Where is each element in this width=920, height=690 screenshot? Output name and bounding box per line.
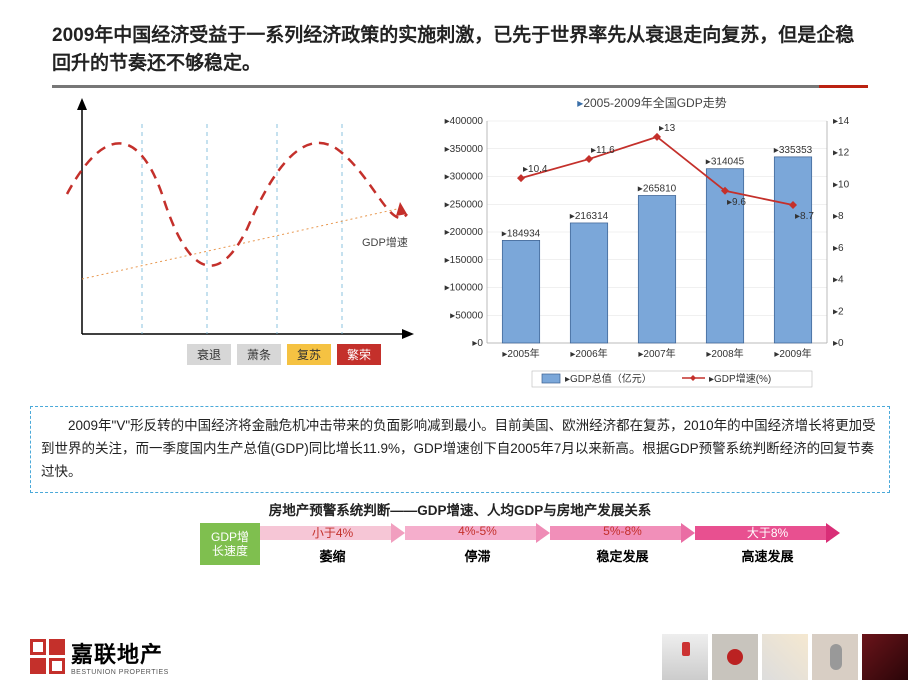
gdp-trend-chart: ▸2005-2009年全国GDP走势 ▸0 ▸50000 ▸100000 ▸15000… [437, 94, 867, 394]
warning-title: 房地产预警系统判断——GDP增速、人均GDP与房地产发展关系 [0, 499, 920, 519]
svg-text:▸10.4: ▸10.4 [523, 164, 548, 175]
svg-text:▸100000: ▸100000 [445, 283, 484, 294]
svg-text:▸2006年: ▸2006年 [570, 347, 607, 360]
svg-text:▸2: ▸2 [833, 306, 844, 317]
svg-text:▸50000: ▸50000 [450, 310, 483, 321]
warning-col: 大于8%高速发展 [695, 523, 840, 565]
svg-text:▸0: ▸0 [833, 338, 844, 349]
svg-text:▸2008年: ▸2008年 [706, 347, 743, 360]
svg-text:▸2007年: ▸2007年 [638, 347, 675, 360]
page-title: 2009年中国经济受益于一系列经济政策的实施刺激，已先于世界率先从衰退走向复苏，… [0, 0, 920, 85]
svg-text:▸GDP增速(%): ▸GDP增速(%) [709, 372, 771, 385]
footer-thumbnails [662, 634, 908, 680]
svg-text:▸9.6: ▸9.6 [727, 197, 746, 208]
right-chart-title: ▸2005-2009年全国GDP走势 [437, 94, 867, 111]
title-rule [52, 85, 868, 88]
stage-label: 萧条 [237, 344, 281, 365]
svg-text:▸350000: ▸350000 [445, 144, 484, 155]
svg-text:▸11.6: ▸11.6 [591, 145, 615, 156]
svg-text:▸GDP总值（亿元）: ▸GDP总值（亿元） [565, 372, 652, 385]
warning-row: GDP增长速度 小于4%萎缩4%-5%停滞5%-8%稳定发展大于8%高速发展 [200, 523, 890, 565]
svg-text:▸216314: ▸216314 [570, 211, 609, 222]
logo-en: BESTUNION PROPERTIES [71, 669, 169, 676]
svg-text:▸6: ▸6 [833, 243, 844, 254]
svg-text:▸14: ▸14 [833, 116, 850, 127]
svg-text:▸200000: ▸200000 [445, 227, 484, 238]
stage-labels: 衰退萧条复苏繁荣 [187, 344, 381, 365]
svg-text:▸300000: ▸300000 [445, 172, 484, 183]
gdp-speed-label: GDP增速 [362, 234, 408, 250]
svg-text:▸4: ▸4 [833, 275, 844, 286]
combo-svg: ▸0 ▸50000 ▸100000 ▸150000 ▸200000 ▸250000 ▸300… [437, 113, 867, 393]
warning-head: GDP增长速度 [200, 523, 260, 565]
svg-text:▸314045: ▸314045 [706, 157, 745, 168]
svg-text:▸0: ▸0 [472, 338, 483, 349]
logo-cn: 嘉联地产 [71, 637, 169, 669]
svg-text:▸13: ▸13 [659, 123, 676, 134]
svg-text:▸335353: ▸335353 [774, 145, 813, 156]
logo: 嘉联地产 BESTUNION PROPERTIES [30, 637, 169, 676]
economic-cycle-chart: GDP增速 衰退萧条复苏繁荣 [52, 94, 427, 374]
logo-icon [30, 639, 65, 674]
description-box: 2009年"V"形反转的中国经济将金融危机冲击带来的负面影响减到最小。目前美国、… [30, 406, 890, 493]
svg-text:▸12: ▸12 [833, 148, 850, 159]
svg-text:▸8: ▸8 [833, 211, 844, 222]
svg-text:▸184934: ▸184934 [502, 228, 541, 239]
stage-label: 繁荣 [337, 344, 381, 365]
svg-text:▸2009年: ▸2009年 [774, 347, 811, 360]
stage-label: 复苏 [287, 344, 331, 365]
svg-text:▸150000: ▸150000 [445, 255, 484, 266]
svg-text:▸400000: ▸400000 [445, 116, 484, 127]
stage-label: 衰退 [187, 344, 231, 365]
warning-col: 小于4%萎缩 [260, 523, 405, 565]
svg-text:▸2005年: ▸2005年 [502, 347, 539, 360]
svg-text:▸250000: ▸250000 [445, 199, 484, 210]
svg-text:▸10: ▸10 [833, 180, 850, 191]
svg-text:▸265810: ▸265810 [638, 184, 677, 195]
cycle-svg [52, 94, 427, 359]
warning-col: 5%-8%稳定发展 [550, 523, 695, 565]
warning-col: 4%-5%停滞 [405, 523, 550, 565]
svg-text:▸8.7: ▸8.7 [795, 211, 814, 222]
